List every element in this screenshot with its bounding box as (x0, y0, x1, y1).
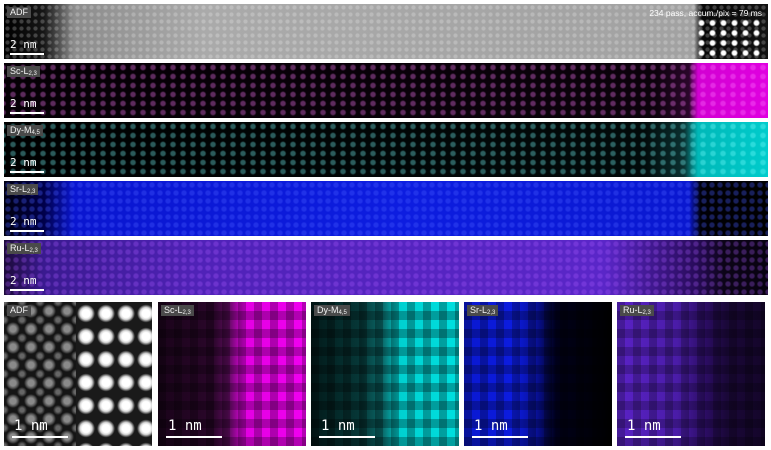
sr-strip-image (4, 181, 768, 236)
ru-tile-panel: Ru-L2,3 1 nm (617, 302, 765, 446)
ru-tile-image (617, 302, 765, 446)
ru-tile-label-main: Ru-L (623, 305, 643, 315)
dy-tile-scalebar-text: 1 nm (321, 418, 355, 434)
adf-tile-scalebar-text: 1 nm (14, 418, 48, 434)
adf-strip-scalebar (10, 53, 44, 55)
sc-tile-scalebar-text: 1 nm (168, 418, 202, 434)
dy-strip-scalebar (10, 171, 44, 173)
sr-strip-label-main: Sr-L (10, 184, 28, 194)
adf-tile-label: ADF (7, 305, 31, 316)
dy-strip-label-sub: 4,5 (31, 130, 40, 136)
dy-strip-label: Dy-M4,5 (7, 125, 43, 136)
ru-tile-scalebar-text: 1 nm (627, 418, 661, 434)
ru-strip-panel: Ru-L2,3 2 nm (4, 240, 768, 295)
sc-tile-scalebar (166, 436, 222, 438)
ru-strip-label-main: Ru-L (10, 243, 30, 253)
dy-strip-image (4, 122, 768, 177)
ru-strip-label-sub: 2,3 (29, 248, 38, 254)
sr-tile-scalebar (472, 436, 528, 438)
dy-tile-label: Dy-M4,5 (314, 305, 350, 316)
sc-strip-label-main: Sc-L (10, 66, 29, 76)
adf-tile-right-lattice (76, 302, 152, 446)
sr-strip-scalebar-text: 2 nm (10, 215, 37, 228)
ru-strip-scalebar-text: 2 nm (10, 274, 37, 287)
sc-strip-label: Sc-L2,3 (7, 66, 40, 77)
sr-tile-scalebar-text: 1 nm (474, 418, 508, 434)
sr-strip-label-sub: 2,3 (27, 189, 36, 195)
sr-strip-panel: Sr-L2,3 2 nm (4, 181, 768, 236)
sc-tile-label: Sc-L2,3 (161, 305, 194, 316)
adf-strip-image (4, 4, 768, 59)
ru-strip-image (4, 240, 768, 295)
sc-tile-label-sub: 2,3 (182, 310, 191, 316)
adf-tile-panel: ADF 1 nm (4, 302, 152, 446)
sc-tile-panel: Sc-L2,3 1 nm (158, 302, 306, 446)
adf-strip-scalebar-text: 2 nm (10, 38, 37, 51)
sc-strip-scalebar (10, 112, 44, 114)
sc-tile-label-main: Sc-L (164, 305, 183, 315)
sr-tile-label: Sr-L2,3 (467, 305, 499, 316)
sr-strip-label: Sr-L2,3 (7, 184, 39, 195)
ru-tile-label: Ru-L2,3 (620, 305, 654, 316)
sr-tile-label-main: Sr-L (470, 305, 488, 315)
sr-tile-panel: Sr-L2,3 1 nm (464, 302, 612, 446)
dy-tile-label-sub: 4,5 (338, 310, 347, 316)
adf-strip-bright-atoms (696, 18, 762, 58)
ru-strip-label: Ru-L2,3 (7, 243, 41, 254)
adf-strip-panel: ADF 234 pass, accum./pix = 79 ms 2 nm (4, 4, 768, 59)
adf-strip-label: ADF (7, 7, 31, 18)
sc-strip-scalebar-text: 2 nm (10, 97, 37, 110)
ru-strip-scalebar (10, 289, 44, 291)
dy-strip-label-main: Dy-M (10, 125, 32, 135)
sr-strip-scalebar (10, 230, 44, 232)
adf-tile-scalebar (12, 436, 68, 438)
acquisition-info: 234 pass, accum./pix = 79 ms (649, 8, 762, 18)
sc-strip-image (4, 63, 768, 118)
ru-tile-label-sub: 2,3 (642, 310, 651, 316)
sc-strip-label-sub: 2,3 (28, 71, 37, 77)
dy-strip-scalebar-text: 2 nm (10, 156, 37, 169)
sr-tile-label-sub: 2,3 (487, 310, 496, 316)
dy-tile-panel: Dy-M4,5 1 nm (311, 302, 459, 446)
sc-tile-image (158, 302, 306, 446)
sc-strip-panel: Sc-L2,3 2 nm (4, 63, 768, 118)
dy-tile-label-main: Dy-M (317, 305, 339, 315)
dy-tile-scalebar (319, 436, 375, 438)
dy-tile-image (311, 302, 459, 446)
sr-tile-image (464, 302, 612, 446)
dy-strip-panel: Dy-M4,5 2 nm (4, 122, 768, 177)
adf-tile-left-lattice (4, 302, 76, 446)
ru-tile-scalebar (625, 436, 681, 438)
